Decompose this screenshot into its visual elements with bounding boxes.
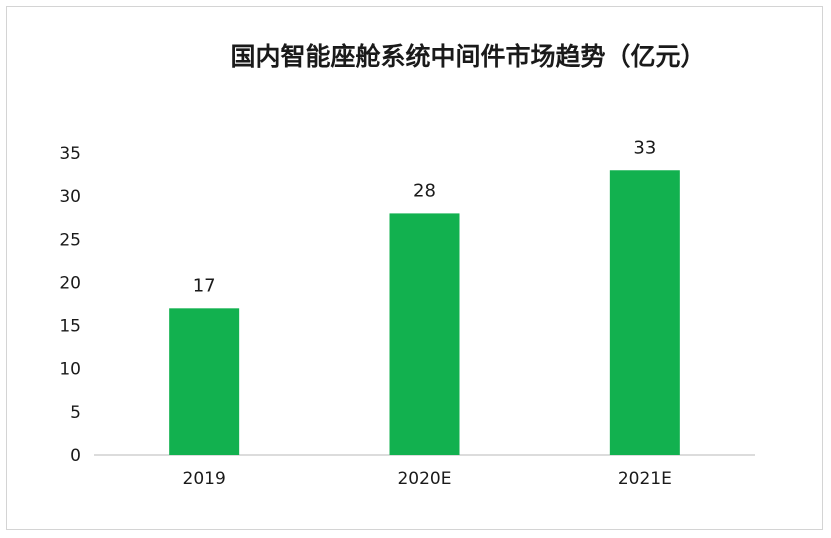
y-tick-label-0: 0 — [70, 446, 81, 466]
chart-title: 国内智能座舱系统中间件市场趋势（亿元） — [230, 42, 705, 71]
y-tick-label-7: 35 — [59, 144, 81, 164]
y-tick-label-1: 5 — [70, 403, 81, 423]
x-axis: 2019 2020E 2021E — [183, 469, 672, 489]
y-tick-label-5: 25 — [59, 230, 81, 250]
bar-1 — [389, 213, 460, 455]
data-label-0: 17 — [193, 275, 216, 296]
bar-0 — [169, 308, 240, 455]
y-tick-label-4: 20 — [59, 273, 81, 293]
x-tick-label-1: 2020E — [397, 469, 451, 489]
x-tick-label-0: 2019 — [183, 469, 226, 489]
data-label-2: 33 — [633, 137, 656, 158]
watermark-text: 知乎 @AI车库 — [688, 497, 808, 519]
y-tick-label-6: 30 — [59, 187, 81, 207]
data-labels-group: 17 28 33 — [193, 137, 657, 296]
y-axis: 0 5 10 15 20 25 30 35 — [59, 144, 81, 466]
data-label-1: 28 — [413, 180, 436, 201]
y-tick-label-3: 15 — [59, 317, 81, 337]
bar-2 — [609, 170, 680, 455]
y-tick-label-2: 10 — [59, 360, 81, 380]
bars-group — [169, 170, 680, 455]
x-tick-label-2: 2021E — [618, 469, 672, 489]
